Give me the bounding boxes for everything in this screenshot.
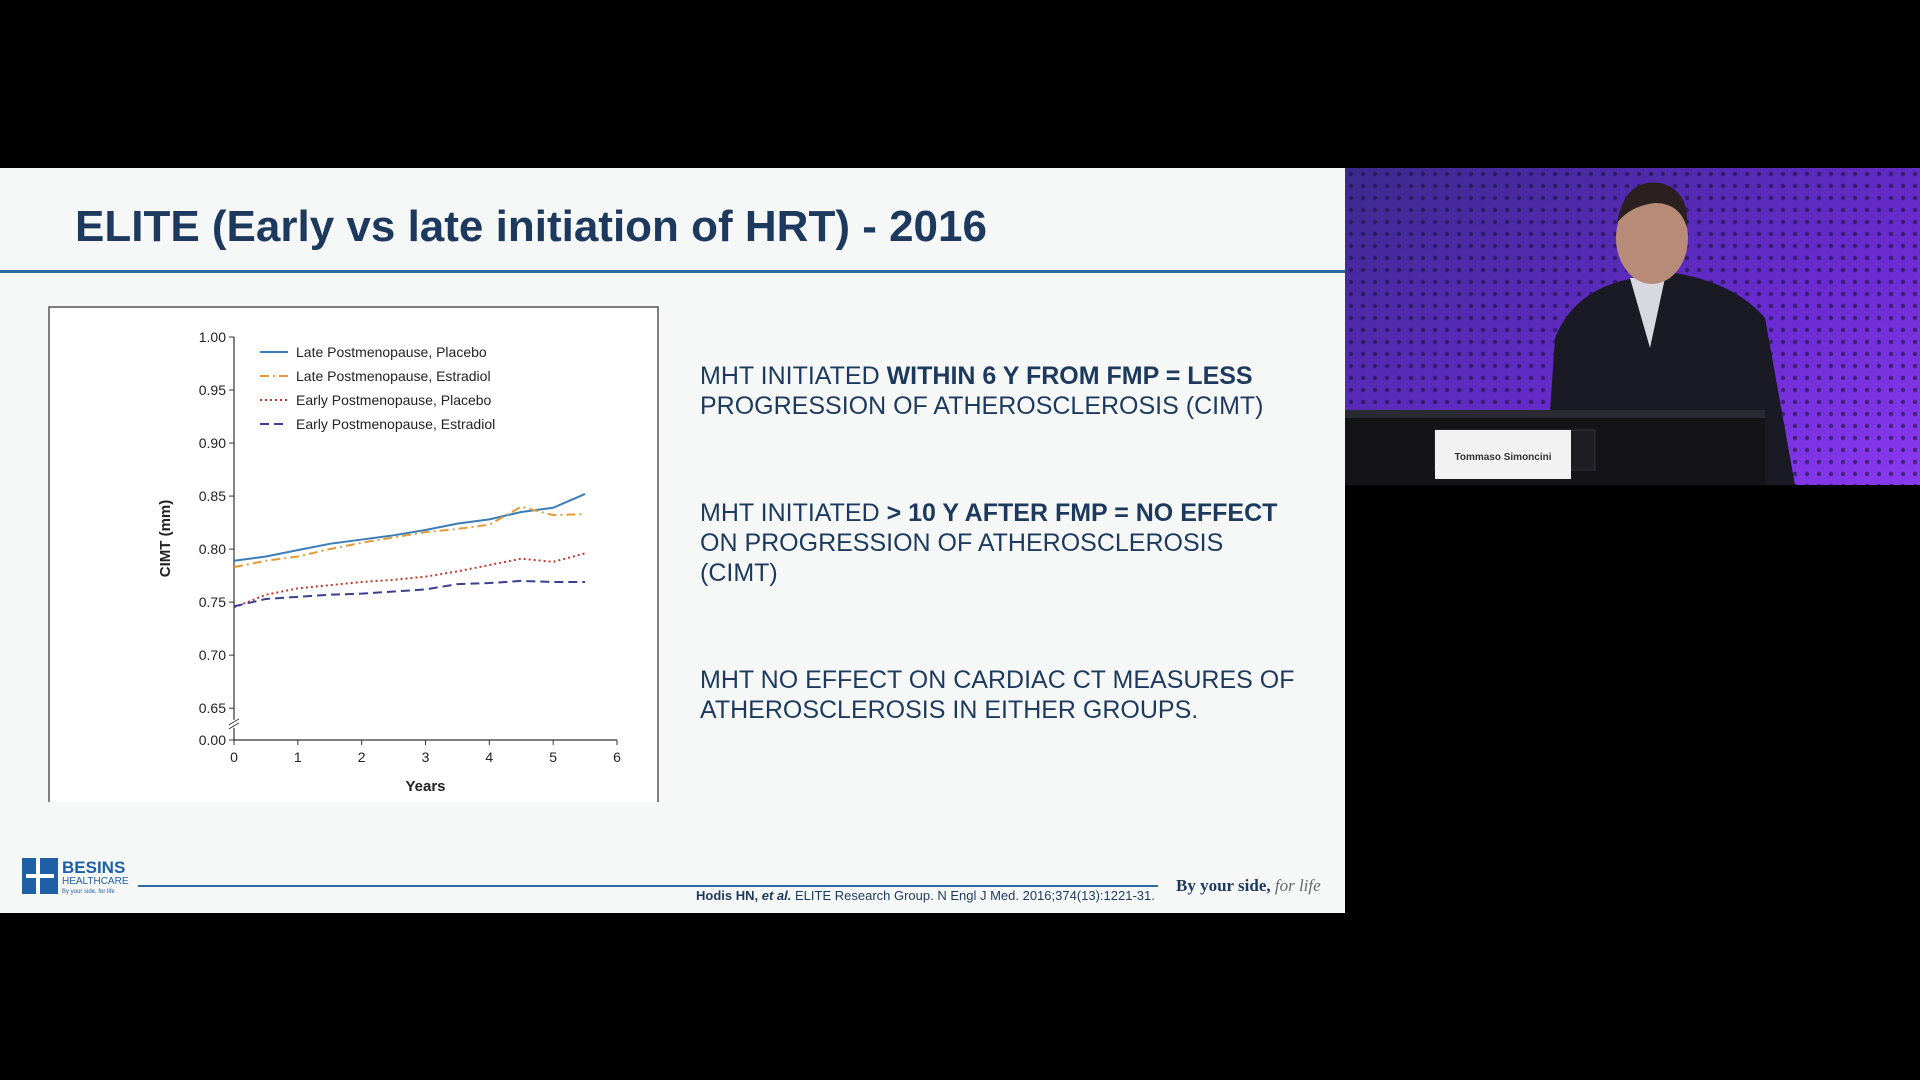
y-tick-label: 0.80 [199,541,226,557]
slogan-script: for life [1274,876,1321,895]
axis-break [228,722,240,730]
legend-label: Early Postmenopause, Estradiol [296,416,495,432]
y-tick-label: 1.00 [199,329,226,345]
chart: 0.00 0.65 0.70 0.75 0.80 0.85 0.90 0.95 1.00 0 1 2 3… [40,306,670,913]
series-line [233,579,586,608]
x-tick-label: 3 [422,749,430,765]
logo-sub: HEALTHCARE [62,876,129,887]
logo-tagline: By your side, for life [62,889,115,895]
y-tick-label: 0.75 [199,594,226,610]
citation-authors: Hodis HN, [696,888,759,903]
legend-label: Late Postmenopause, Estradiol [296,368,491,384]
logo-mark [22,858,58,894]
frame-cut [40,802,670,913]
logo-name: BESINS [62,858,126,877]
bullet-text: MHT INITIATED [700,362,887,390]
citation: Hodis HN, et al. ELITE Research Group. N… [696,888,1155,903]
bullet-text: WITHIN 6 Y FROM FMP = LESS [886,362,1253,390]
citation-rest: ELITE Research Group. N Engl J Med. 2016… [795,888,1155,903]
y-tick-label: 0.65 [199,700,226,716]
footer-rule [138,885,1158,887]
bullet: MHT NO EFFECT ON CARDIAC CT MEASURES OF … [700,665,1300,725]
slide: ELITE (Early vs late initiation of HRT) … [0,168,1345,913]
slogan-main: By your side, [1176,876,1271,895]
x-tick-label: 4 [485,749,493,765]
y-tick-label: 0.85 [199,488,226,504]
y-tick-label: 0.70 [199,647,226,663]
slogan: By your side, for life [1176,876,1321,896]
legend-label: Early Postmenopause, Placebo [296,392,492,408]
x-tick-label: 1 [294,749,302,765]
bullet-text: MHT INITIATED [700,499,887,527]
bullet-text: PROGRESSION OF ATHEROSCLEROSIS (CIMT) [700,392,1264,420]
slide-title: ELITE (Early vs late initiation of HRT) … [75,202,987,251]
shirt [1630,278,1665,348]
podium-top [1345,410,1765,418]
series-line [233,505,586,569]
axis-break-gap [228,719,240,728]
x-tick-label: 5 [549,749,557,765]
hair [1617,182,1688,228]
series-line [233,552,586,609]
legend-label: Late Postmenopause, Placebo [296,344,487,360]
bullet-text: ON PROGRESSION OF ATHEROSCLEROSIS (CIMT) [700,529,1224,587]
speaker-video: Tommaso Simoncini [1345,168,1920,485]
bullet-text: MHT NO EFFECT ON CARDIAC CT MEASURES OF … [700,666,1295,724]
x-tick-label: 2 [358,749,366,765]
y-tick-label: 0.90 [199,435,226,451]
nameplate [1435,430,1571,479]
title-rule [0,270,1345,273]
y-tick-label: 0.00 [199,732,226,748]
bullet: MHT INITIATED > 10 Y AFTER FMP = NO EFFE… [700,498,1300,588]
x-axis-label: Years [405,778,445,795]
x-tick-label: 0 [230,749,238,765]
series-line [233,493,586,562]
nameplate-text: Tommaso Simoncini [1454,452,1551,463]
bullet: MHT INITIATED WITHIN 6 Y FROM FMP = LESS… [700,361,1300,421]
bullet-text: > 10 Y AFTER FMP = NO EFFECT [886,499,1278,527]
y-axis-label: CIMT (mm) [157,500,174,578]
axis-break [228,718,240,726]
speaker-head [1616,192,1688,284]
y-tick-label: 0.95 [199,382,226,398]
x-tick-label: 6 [613,749,621,765]
citation-etal: et al. [761,888,792,903]
